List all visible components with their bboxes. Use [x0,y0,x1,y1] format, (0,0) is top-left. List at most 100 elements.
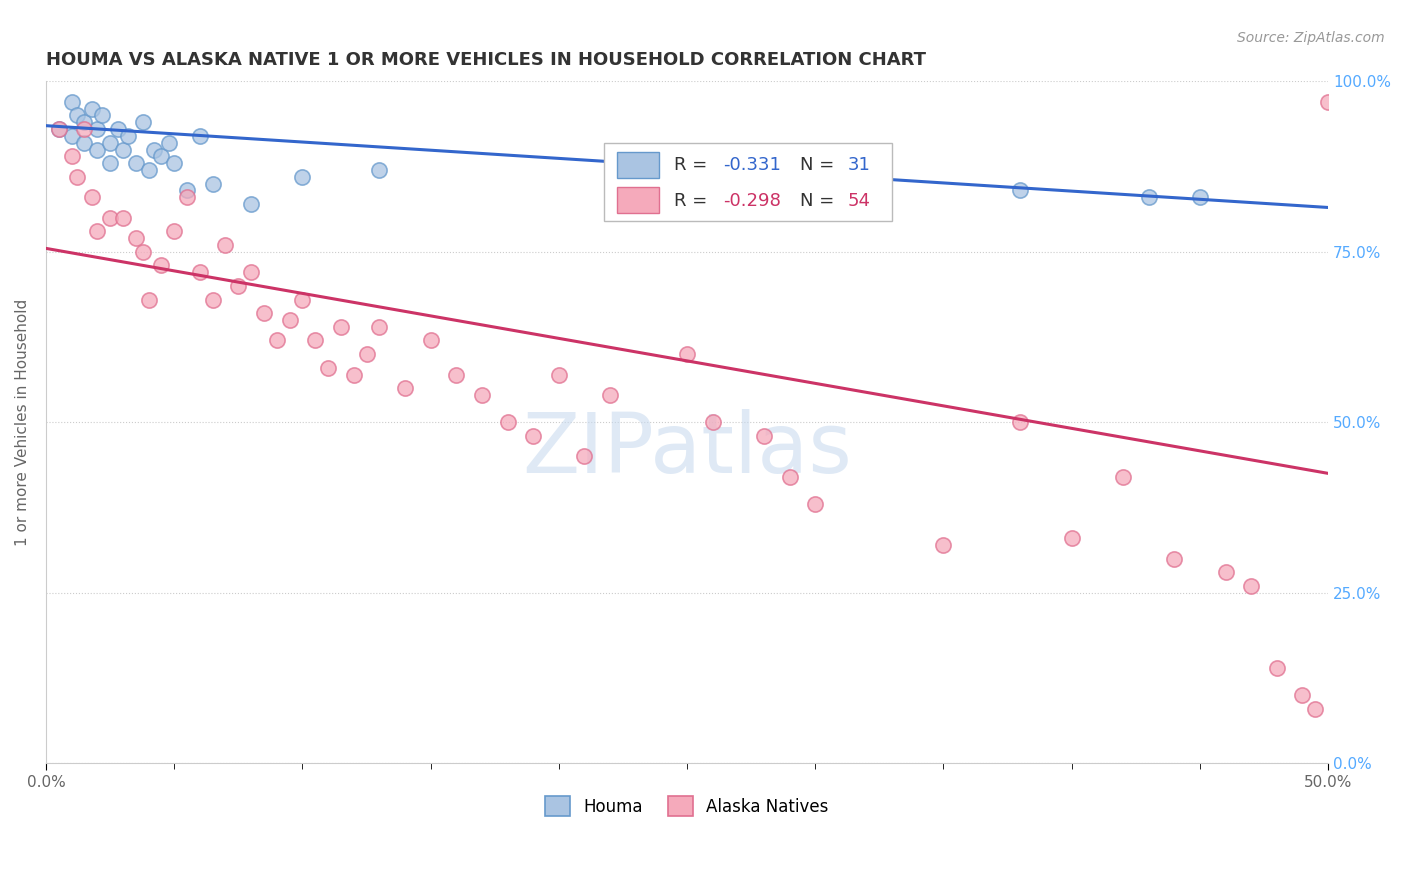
Point [804,497,827,511]
Point [446,368,468,382]
Point [82,190,104,204]
Point [702,415,724,429]
Point [188,128,211,143]
Text: N =: N = [800,156,839,174]
Point [1010,415,1032,429]
Text: 54: 54 [848,192,870,210]
Point [150,149,173,163]
Point [329,319,352,334]
Point [48,122,70,136]
Point [60,95,83,109]
Point [1265,661,1288,675]
Point [73,122,96,136]
Point [163,224,186,238]
Point [1010,183,1032,197]
Point [111,143,134,157]
Point [98,136,121,150]
Point [86,224,108,238]
FancyBboxPatch shape [617,187,659,213]
Point [176,190,198,204]
Point [82,102,104,116]
Point [117,128,139,143]
Point [138,163,160,178]
Point [107,122,129,136]
Y-axis label: 1 or more Vehicles in Household: 1 or more Vehicles in Household [15,299,30,546]
Point [752,429,775,443]
Point [368,319,391,334]
Point [496,415,519,429]
Point [932,538,955,552]
Point [1112,470,1135,484]
Point [60,128,83,143]
Point [574,450,596,464]
Point [163,156,186,170]
Point [226,278,249,293]
Point [599,388,621,402]
Point [304,334,326,348]
Point [132,115,155,129]
Point [471,388,494,402]
Point [111,211,134,225]
FancyBboxPatch shape [617,152,659,178]
Point [1305,701,1327,715]
Point [150,259,173,273]
Point [214,238,236,252]
Point [291,293,314,307]
Text: -0.331: -0.331 [723,156,780,174]
Point [547,368,569,382]
Point [201,177,224,191]
Point [125,156,148,170]
Point [1240,579,1263,593]
Point [240,197,263,211]
Point [278,313,301,327]
Point [356,347,378,361]
Point [66,169,89,184]
Point [1060,531,1083,545]
Point [1188,190,1211,204]
Point [394,381,416,395]
Point [266,334,288,348]
Text: R =: R = [675,156,713,174]
Point [188,265,211,279]
Point [66,108,89,122]
Point [240,265,263,279]
Point [419,334,441,348]
Point [73,115,96,129]
Text: N =: N = [800,192,839,210]
Point [98,211,121,225]
Point [125,231,148,245]
Point [98,156,121,170]
Point [157,136,180,150]
Point [1291,688,1313,702]
Legend: Houma, Alaska Natives: Houma, Alaska Natives [538,789,835,823]
Point [368,163,391,178]
Point [1137,190,1160,204]
Point [73,136,96,150]
Point [86,143,108,157]
Point [1317,95,1340,109]
Point [291,169,314,184]
Point [316,360,339,375]
Point [522,429,544,443]
Text: Source: ZipAtlas.com: Source: ZipAtlas.com [1237,31,1385,45]
Point [676,347,699,361]
Text: HOUMA VS ALASKA NATIVE 1 OR MORE VEHICLES IN HOUSEHOLD CORRELATION CHART: HOUMA VS ALASKA NATIVE 1 OR MORE VEHICLE… [46,51,927,69]
Point [48,122,70,136]
Point [343,368,366,382]
Text: 31: 31 [848,156,870,174]
FancyBboxPatch shape [603,143,893,221]
Point [138,293,160,307]
Point [142,143,165,157]
Point [253,306,276,320]
Text: R =: R = [675,192,713,210]
Point [60,149,83,163]
Point [132,244,155,259]
Text: -0.298: -0.298 [723,192,780,210]
Point [176,183,198,197]
Text: ZIPatlas: ZIPatlas [522,409,852,490]
Point [86,122,108,136]
Point [91,108,114,122]
Point [1215,566,1237,580]
Point [1163,551,1185,566]
Point [201,293,224,307]
